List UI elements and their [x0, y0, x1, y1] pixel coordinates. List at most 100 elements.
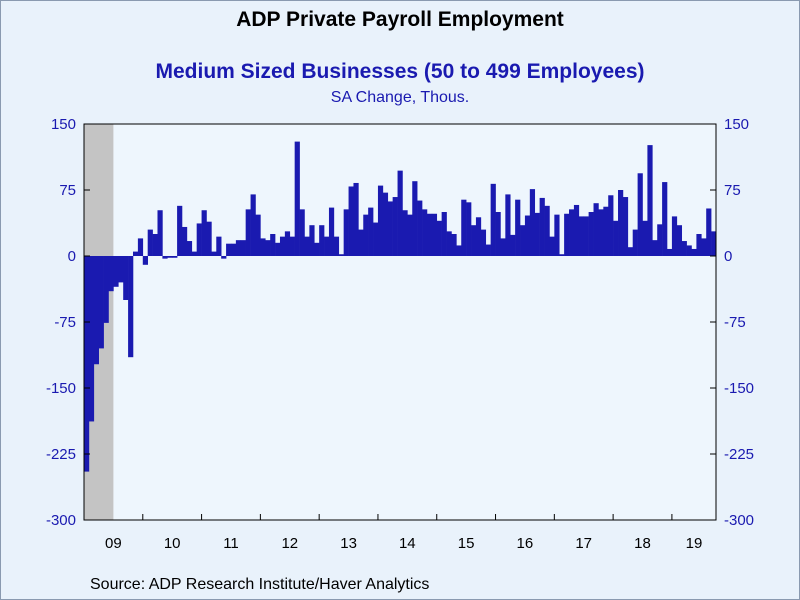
bar [696, 234, 702, 256]
bar [338, 254, 344, 256]
bar [422, 209, 428, 256]
bar [108, 256, 114, 292]
bar [593, 203, 599, 256]
y-tick-label-left: -300 [46, 512, 76, 529]
bar [652, 240, 658, 256]
bar [505, 194, 511, 256]
bar [471, 225, 477, 256]
bar [186, 241, 193, 256]
bar [240, 240, 246, 256]
bar [657, 224, 663, 256]
x-tick-label: 17 [575, 535, 592, 552]
bar [152, 234, 158, 256]
bar [382, 192, 389, 256]
chart-title: ADP Private Payroll Employment [236, 8, 564, 31]
y-tick-label-right: -300 [724, 512, 754, 529]
bar [676, 225, 683, 256]
bar [157, 210, 163, 256]
bar [583, 216, 589, 256]
x-tick-label: 19 [686, 535, 703, 552]
bar [245, 209, 251, 256]
bar [407, 214, 413, 256]
y-tick-label-left: -150 [46, 380, 76, 397]
bar [588, 212, 594, 256]
bar [466, 202, 472, 256]
bar [211, 251, 217, 256]
bar [613, 220, 619, 256]
bar [177, 205, 183, 256]
bar [88, 256, 95, 422]
bar [348, 186, 354, 256]
bar [417, 200, 423, 256]
bar [711, 231, 717, 256]
bar [544, 205, 550, 256]
bar [196, 223, 202, 256]
bar [431, 213, 438, 256]
bar [142, 256, 148, 265]
bar [235, 240, 242, 256]
bar [162, 256, 168, 259]
bar [598, 209, 604, 256]
bar [539, 197, 545, 256]
bar [573, 204, 580, 256]
bar [397, 170, 403, 256]
bar [520, 225, 526, 256]
bar [564, 213, 570, 256]
bar [304, 236, 310, 256]
y-tick-label-left: -225 [46, 446, 76, 463]
x-tick-label: 14 [399, 535, 416, 552]
bar [475, 217, 482, 256]
bar [137, 238, 144, 256]
bar [402, 210, 408, 256]
y-tick-label-left: 75 [59, 182, 76, 199]
bar [412, 181, 418, 256]
y-tick-label-left: -75 [54, 314, 76, 331]
y-tick-label-left: 0 [68, 248, 76, 265]
x-tick-label: 10 [164, 535, 181, 552]
bar [250, 194, 256, 256]
bar [618, 190, 624, 256]
bar [662, 182, 668, 256]
bar [353, 182, 359, 256]
bar [549, 236, 555, 256]
bar [529, 189, 536, 256]
bar [691, 248, 697, 256]
bar [289, 236, 295, 256]
x-tick-label: 18 [634, 535, 651, 552]
bar [392, 197, 398, 256]
bar [309, 225, 315, 256]
bar [642, 220, 648, 256]
bar [686, 245, 692, 256]
bar [299, 209, 305, 256]
bar [480, 229, 487, 256]
bar [368, 207, 374, 256]
x-tick-label: 16 [517, 535, 534, 552]
bar [206, 221, 212, 256]
bar [172, 256, 178, 258]
bar [167, 256, 173, 258]
bar [358, 229, 364, 256]
y-tick-label-right: 75 [724, 182, 741, 199]
bar [328, 207, 335, 256]
source-note: Source: ADP Research Institute/Haver Ana… [90, 576, 430, 593]
bar [632, 229, 638, 256]
bar [578, 216, 585, 256]
bar [255, 214, 261, 256]
x-tick-label: 12 [281, 535, 298, 552]
y-tick-label-right: -150 [724, 380, 754, 397]
bar [681, 241, 687, 256]
bar [377, 185, 384, 256]
bar [569, 209, 575, 256]
bar [608, 195, 614, 256]
bar [451, 234, 457, 256]
bar [446, 231, 452, 256]
bar [230, 243, 237, 256]
bar [226, 243, 232, 256]
bar [495, 212, 501, 256]
bar [524, 215, 531, 256]
bar [123, 256, 129, 300]
bar [216, 236, 222, 256]
bar [314, 242, 320, 256]
bar [510, 234, 516, 256]
